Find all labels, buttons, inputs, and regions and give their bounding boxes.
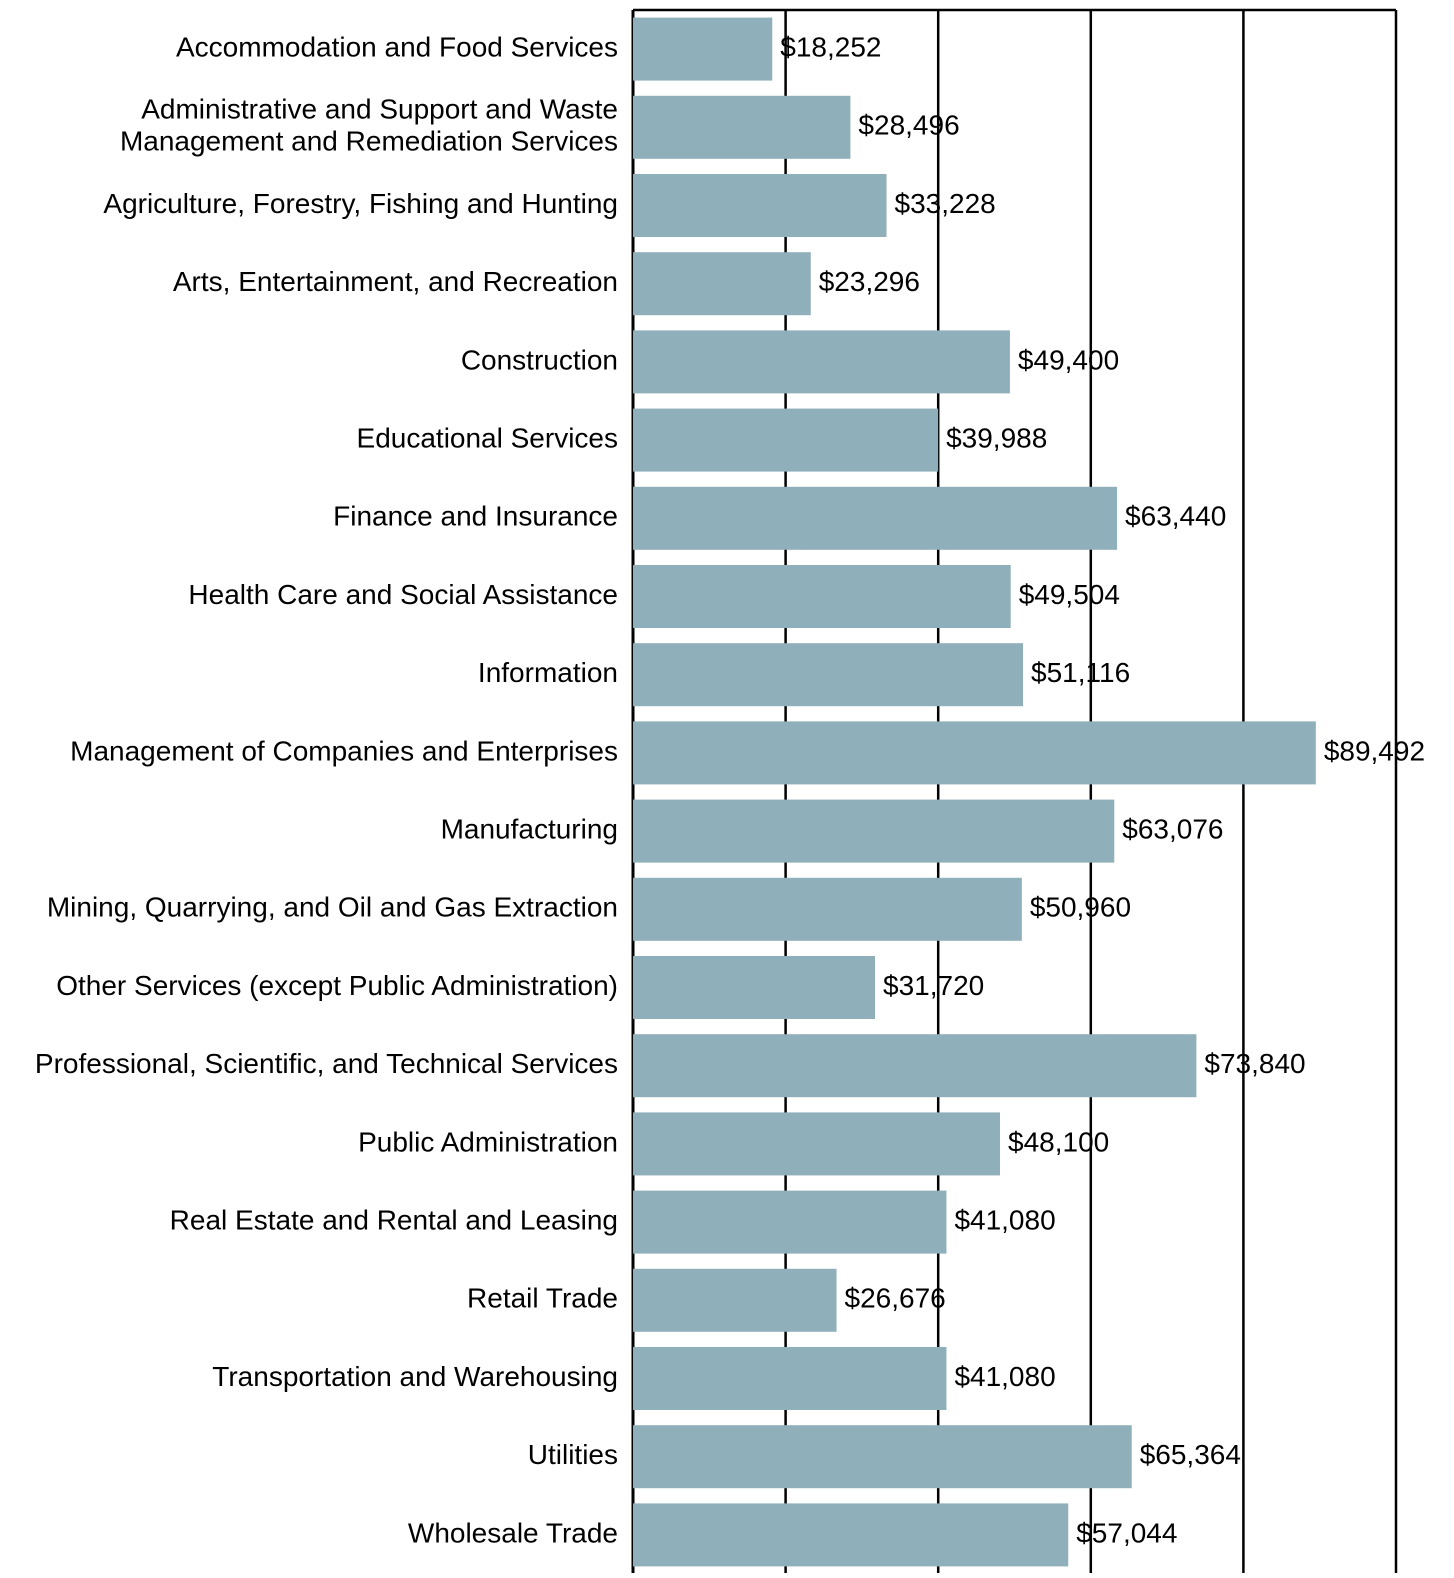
value-label: $49,400 [1018, 344, 1119, 375]
y-tick-label: Administrative and Support and Waste Mana… [120, 94, 618, 157]
bar [633, 643, 1024, 707]
value-label: $18,252 [780, 31, 881, 62]
bar [633, 486, 1118, 550]
y-tick-label: Information [478, 657, 618, 688]
value-label: $39,988 [946, 422, 1047, 453]
y-tick-label: Utilities [528, 1439, 618, 1470]
y-tick-label: Public Administration [358, 1126, 618, 1157]
bar [633, 877, 1022, 941]
bar [633, 408, 939, 472]
y-tick-label: Construction [461, 344, 618, 375]
value-label: $65,364 [1140, 1439, 1241, 1470]
bar [633, 565, 1011, 628]
value-label: $41,080 [954, 1204, 1055, 1235]
value-label: $28,496 [858, 110, 959, 141]
y-tick-label: Arts, Entertainment, and Recreation [173, 266, 618, 297]
y-tick-label: Professional, Scientific, and Technical … [35, 1048, 618, 1079]
value-label: $48,100 [1008, 1126, 1109, 1157]
y-tick-label: Management of Companies and Enterprises [70, 735, 618, 766]
value-label: $41,080 [954, 1361, 1055, 1392]
value-label: $63,076 [1122, 813, 1223, 844]
value-label: $23,296 [819, 266, 920, 297]
y-tick-label: Educational Services [357, 422, 618, 453]
bar [633, 1190, 947, 1254]
value-label: $57,044 [1076, 1517, 1177, 1548]
bar [633, 95, 851, 159]
value-label: $33,228 [895, 188, 996, 219]
value-label: $50,960 [1030, 892, 1131, 923]
bar [633, 330, 1010, 394]
bar [633, 799, 1115, 863]
bar [633, 1503, 1069, 1567]
bar [633, 1268, 837, 1332]
y-tick-label: Accommodation and Food Services [176, 31, 618, 62]
y-tick-label: Finance and Insurance [333, 501, 618, 532]
bar [633, 1112, 1001, 1176]
bar [633, 17, 773, 81]
value-label: $73,840 [1204, 1048, 1305, 1079]
y-tick-label: Real Estate and Rental and Leasing [170, 1204, 618, 1235]
y-tick-label: Other Services (except Public Administra… [56, 970, 618, 1001]
y-tick-label: Wholesale Trade [408, 1517, 618, 1548]
value-label: $49,504 [1019, 579, 1120, 610]
y-tick-label: Transportation and Warehousing [212, 1361, 618, 1392]
y-tick-label: Retail Trade [467, 1283, 618, 1314]
value-label: $26,676 [845, 1283, 946, 1314]
bar [633, 252, 811, 316]
value-label: $89,492 [1324, 735, 1425, 766]
bar [633, 1347, 947, 1410]
y-tick-label: Mining, Quarrying, and Oil and Gas Extra… [47, 892, 618, 923]
value-label: $63,440 [1125, 501, 1226, 532]
bar [633, 956, 876, 1019]
y-tick-label: Health Care and Social Assistance [188, 579, 618, 610]
bar [633, 1034, 1197, 1098]
value-label: $31,720 [883, 970, 984, 1001]
bar [633, 174, 887, 237]
bar [633, 721, 1316, 785]
y-tick-label: Manufacturing [441, 813, 618, 844]
y-tick-label: Agriculture, Forestry, Fishing and Hunti… [103, 188, 618, 219]
bar [633, 1425, 1132, 1489]
value-label: $51,116 [1031, 657, 1130, 688]
